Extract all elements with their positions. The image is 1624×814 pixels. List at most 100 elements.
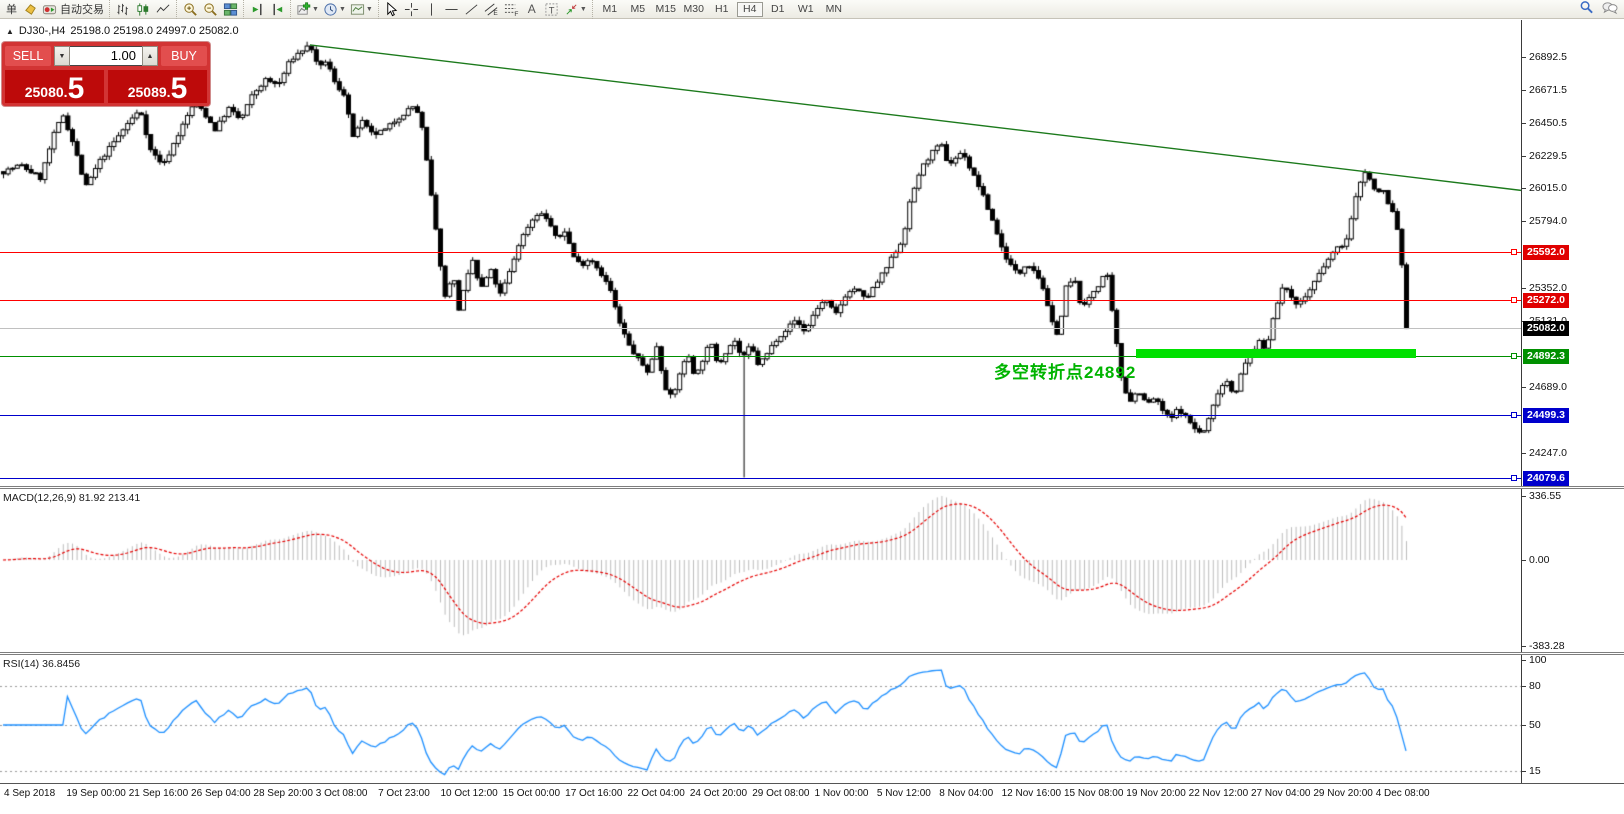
macd-panel-splitter[interactable]	[0, 486, 1624, 489]
new-order-icon[interactable]	[20, 1, 40, 18]
sell-price-big-digit: 5	[67, 72, 85, 104]
trendline-icon[interactable]	[462, 1, 482, 18]
buy-price-display: 25089. 5	[108, 70, 207, 103]
time-axis[interactable]: 4 Sep 2018 19 Sep 00:00 21 Sep 16:00 26 Sep…	[0, 783, 1624, 814]
buy-price-main: 25089.	[127, 84, 171, 100]
axis-tick-mark	[1522, 90, 1526, 91]
sell-price-main: 25080.	[24, 84, 68, 100]
price-tick-label: 24689.0	[1529, 381, 1567, 393]
volume-increase-button[interactable]: ▲	[142, 46, 158, 66]
rsi-panel-splitter[interactable]	[0, 652, 1624, 655]
timeframe-button-H1[interactable]: H1	[715, 3, 729, 15]
text-label-icon[interactable]: T	[542, 1, 562, 18]
rsi-axis-label: 50	[1529, 719, 1541, 731]
horizontal-level-line-25272.0[interactable]	[0, 300, 1521, 301]
autotrading-button[interactable]: 自动交易	[40, 1, 106, 18]
fibonacci-icon[interactable]: F	[502, 1, 522, 18]
periods-caret[interactable]: ▼	[338, 5, 346, 13]
horizontal-line-icon[interactable]	[442, 1, 462, 18]
axis-tick-mark	[1522, 560, 1526, 561]
price-tick-label: 26671.5	[1529, 84, 1567, 96]
candlestick-chart-icon[interactable]	[133, 1, 153, 18]
template-icon[interactable]: ▼	[348, 1, 375, 18]
date-label: 1 Nov 00:00	[814, 788, 869, 799]
axis-tick-mark	[1522, 156, 1526, 157]
price-tick-label: 25352.0	[1529, 282, 1567, 294]
timeframe-button-W1[interactable]: W1	[797, 3, 814, 15]
trade-panel-toggle-icon[interactable]: ▲	[6, 26, 14, 36]
menu-text[interactable]: 单	[6, 4, 17, 16]
buy-button[interactable]: BUY	[161, 46, 207, 66]
chart-canvas[interactable]	[0, 20, 1521, 783]
cursor-icon[interactable]	[382, 1, 402, 18]
date-label: 3 Oct 08:00	[315, 788, 368, 799]
tile-windows-icon[interactable]	[220, 1, 240, 18]
add-indicator-caret[interactable]: ▼	[312, 5, 319, 13]
pivot-annotation[interactable]: 多空转折点24892	[994, 363, 1137, 382]
toolbar-group-scroll	[243, 0, 290, 19]
arrows-caret[interactable]: ▼	[579, 5, 587, 13]
template-caret[interactable]: ▼	[365, 5, 373, 13]
bar-chart-icon[interactable]	[113, 1, 133, 18]
channel-letter: E	[494, 10, 499, 17]
macd-label: MACD(12,26,9) 81.92 213.41	[3, 492, 141, 504]
main-toolbar: 单 自动交易	[0, 0, 1624, 19]
axis-tick-mark	[1522, 123, 1526, 124]
svg-text:T: T	[549, 5, 555, 15]
timeframe-button-M5[interactable]: M5	[630, 3, 646, 15]
price-axis[interactable]: 25592.0 25272.0 25082.0 24892.3 24499.3 24079…	[1521, 20, 1624, 796]
line-endpoint-marker[interactable]	[1511, 249, 1517, 255]
line-endpoint-marker[interactable]	[1511, 475, 1517, 481]
toolbar-group-timeframes: M1 M5 M15 M30 H1 H4 D1 W1 MN	[591, 0, 851, 19]
chat-icon[interactable]	[1602, 0, 1618, 18]
support-band[interactable]	[1136, 349, 1416, 358]
volume-input[interactable]: 1.00	[70, 46, 142, 66]
date-label: 22 Nov 12:00	[1188, 788, 1249, 799]
crosshair-icon[interactable]	[402, 1, 422, 18]
vertical-line-icon[interactable]	[422, 1, 442, 18]
sell-button[interactable]: SELL	[5, 46, 51, 66]
date-label: 27 Nov 04:00	[1251, 788, 1311, 799]
price-tick-label: 26229.5	[1529, 150, 1567, 162]
arrows-tool-icon[interactable]: ▼	[562, 1, 589, 18]
line-endpoint-marker[interactable]	[1511, 297, 1517, 303]
date-label: 26 Sep 04:00	[191, 788, 251, 799]
one-click-trade-panel: SELL ▼ 1.00 ▲ BUY 25080. 5 25089. 5	[2, 42, 210, 106]
line-endpoint-marker[interactable]	[1511, 412, 1517, 418]
line-chart-icon[interactable]	[153, 1, 173, 18]
macd-axis-label: -383.28	[1529, 640, 1565, 652]
timeframe-button-MN[interactable]: MN	[825, 3, 842, 15]
chart-area[interactable]: 多空转折点24892 ▲ DJ30-,H4 25198.0 25198.0 24…	[0, 20, 1624, 814]
date-label: 29 Oct 08:00	[752, 788, 810, 799]
timeframe-button-M30[interactable]: M30	[683, 3, 704, 15]
horizontal-level-line-24079.6[interactable]	[0, 478, 1521, 479]
add-indicator-icon[interactable]: ▼	[294, 1, 321, 18]
text-tool-icon[interactable]: A	[527, 2, 536, 16]
date-label: 17 Oct 16:00	[565, 788, 623, 799]
volume-decrease-button[interactable]: ▼	[54, 46, 70, 66]
search-icon[interactable]	[1579, 0, 1594, 18]
price-tag-25082.0: 25082.0	[1523, 321, 1569, 336]
price-tag-24892.3: 24892.3	[1523, 349, 1569, 364]
price-tag-24499.3: 24499.3	[1523, 408, 1569, 423]
date-label: 19 Sep 00:00	[66, 788, 126, 799]
zoom-out-icon[interactable]	[200, 1, 220, 18]
zoom-in-icon[interactable]	[180, 1, 200, 18]
price-tick-label: 26892.5	[1529, 51, 1567, 63]
horizontal-level-line-24892.3[interactable]	[0, 356, 1521, 357]
current-price-line-25082.0[interactable]	[0, 328, 1521, 329]
axis-tick-mark	[1522, 496, 1526, 497]
equidistant-channel-icon[interactable]: E	[482, 1, 502, 18]
date-label: 8 Nov 04:00	[939, 788, 994, 799]
timeframe-button-H4[interactable]: H4	[736, 1, 763, 17]
line-endpoint-marker[interactable]	[1511, 353, 1517, 359]
auto-scroll-icon[interactable]	[247, 1, 267, 18]
timeframe-button-D1[interactable]: D1	[771, 3, 785, 15]
horizontal-level-line-24499.3[interactable]	[0, 415, 1521, 416]
timeframe-button-M1[interactable]: M1	[602, 3, 618, 15]
horizontal-level-line-25592.0[interactable]	[0, 252, 1521, 253]
date-label: 15 Oct 00:00	[502, 788, 561, 799]
periods-clock-icon[interactable]: ▼	[321, 1, 348, 18]
chart-shift-icon[interactable]	[267, 1, 287, 18]
timeframe-button-M15[interactable]: M15	[655, 3, 676, 15]
